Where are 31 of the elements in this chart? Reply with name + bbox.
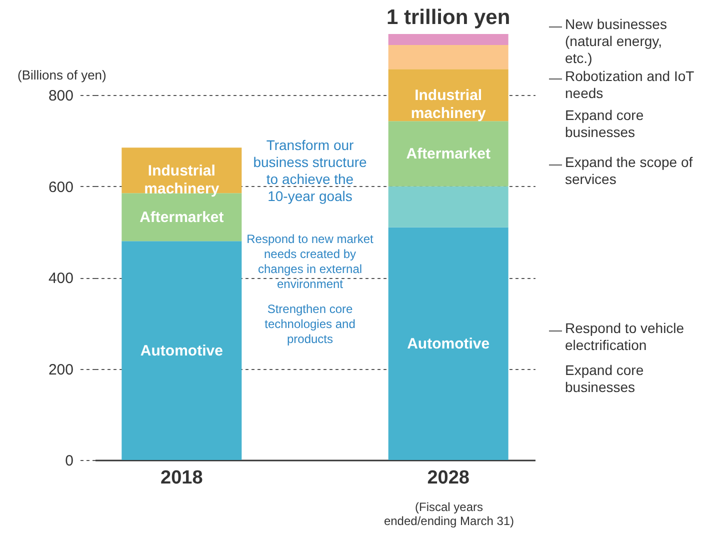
y-tick-label: 200 bbox=[48, 361, 74, 378]
bar bbox=[388, 121, 508, 186]
text: Expand core businesses bbox=[565, 107, 644, 140]
series-label: Aftermarket bbox=[140, 209, 224, 226]
bar bbox=[388, 186, 508, 228]
text: Aftermarket bbox=[406, 146, 490, 163]
text: Automotive bbox=[407, 336, 490, 353]
text: New businesses (natural energy, etc.) bbox=[565, 16, 667, 66]
text: Industrial machinery bbox=[144, 162, 220, 198]
bar bbox=[122, 241, 242, 460]
bar bbox=[388, 227, 508, 460]
text: Expand the scope of services bbox=[565, 154, 693, 187]
x-tick-label: 2018 bbox=[160, 468, 203, 488]
y-tick-label: 600 bbox=[48, 178, 74, 196]
y-tick-label: 0 bbox=[65, 452, 74, 470]
y-tick-label: 400 bbox=[48, 270, 74, 288]
text: 1 trillion yen bbox=[386, 6, 510, 29]
x-tick-label: 2028 bbox=[427, 468, 470, 488]
y-tick-label: 800 bbox=[48, 88, 74, 105]
annotation: Transform our business structure to achieve the 10-year goals bbox=[253, 137, 368, 204]
series-label: Industrial machinery bbox=[410, 87, 487, 122]
annotation: Respond to new market needs created by changes in external environment bbox=[246, 232, 374, 291]
y-axis-title: (Billions of yen) bbox=[18, 68, 106, 82]
bar bbox=[388, 44, 508, 70]
text: Expand core businesses bbox=[565, 362, 644, 395]
annotation: Strengthen core technologies and products bbox=[264, 302, 356, 346]
text: (Fiscal years ended/ending March 31) bbox=[384, 500, 514, 528]
series-label: Automotive bbox=[140, 342, 223, 360]
bar bbox=[388, 34, 508, 45]
text: Robotization and IoT needs bbox=[565, 68, 695, 101]
text: Respond to vehicle electrification bbox=[565, 320, 684, 353]
